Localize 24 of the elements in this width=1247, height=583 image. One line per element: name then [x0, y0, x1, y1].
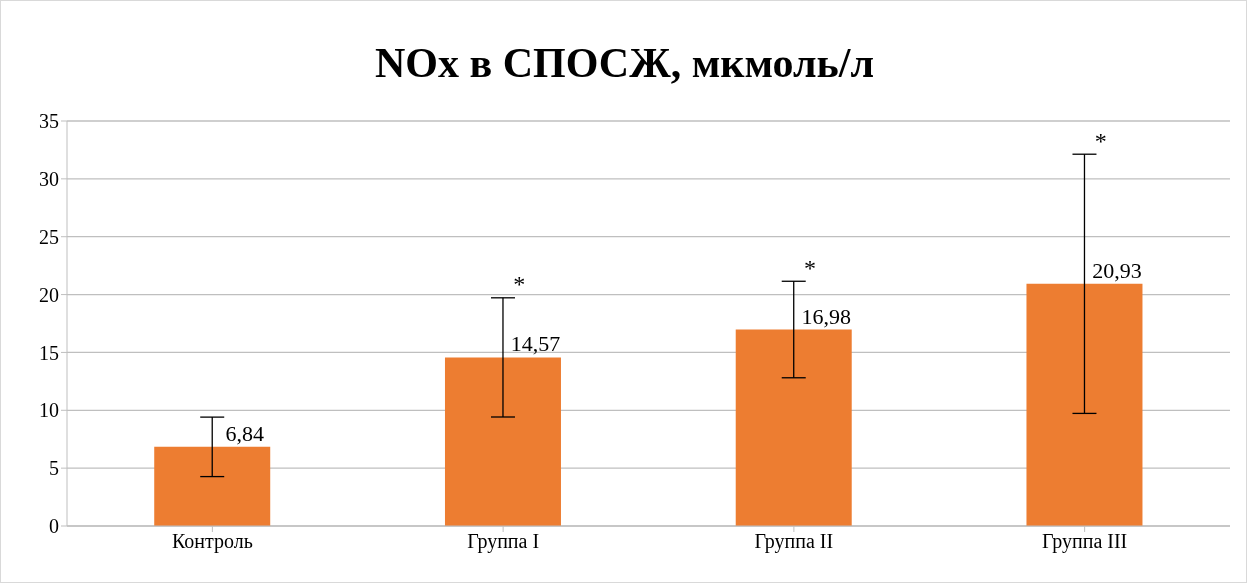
bar — [444, 357, 561, 526]
bar — [154, 446, 271, 526]
y-tick-label: 0 — [49, 515, 59, 538]
x-tick-label: Группа III — [1041, 530, 1128, 554]
y-tick-label: 10 — [39, 399, 59, 422]
data-label: 14,57 — [510, 331, 561, 357]
bar — [1026, 283, 1143, 526]
bar — [735, 329, 852, 526]
annotation: * — [1094, 127, 1107, 154]
y-tick-label: 25 — [39, 225, 59, 248]
annotation: * — [803, 254, 816, 281]
y-tick-label: 5 — [49, 457, 59, 480]
y-tick-label: 30 — [39, 167, 59, 190]
y-tick-label: 15 — [39, 341, 59, 364]
data-label: 16,98 — [801, 303, 851, 329]
annotation: * — [513, 271, 526, 298]
x-tick-label: Группа I — [467, 530, 540, 554]
x-tick-label: Группа II — [754, 530, 834, 554]
y-tick-label: 35 — [39, 110, 59, 133]
data-label: 6,84 — [225, 420, 264, 446]
x-tick-label: Контроль — [171, 530, 253, 554]
y-tick-label: 20 — [39, 283, 59, 306]
data-label: 20,93 — [1092, 257, 1142, 283]
chart-title: NOx в СПОСЖ, мкмоль/л — [373, 39, 875, 87]
